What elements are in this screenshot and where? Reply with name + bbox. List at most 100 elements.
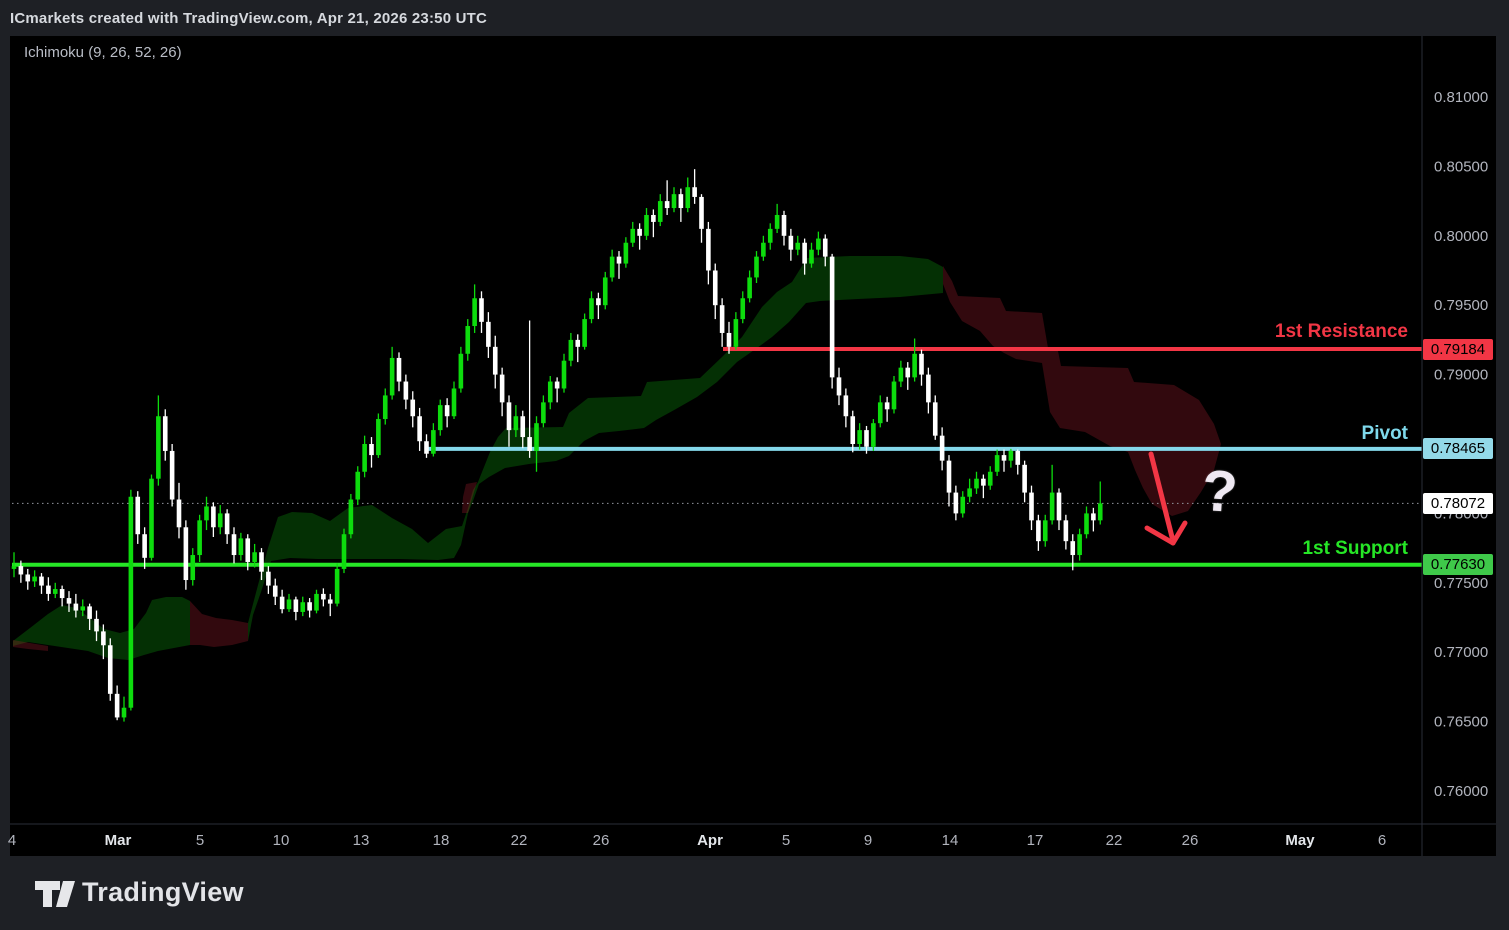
candle-body xyxy=(341,534,347,569)
candle-body xyxy=(211,506,216,528)
candle-body xyxy=(547,381,553,403)
price-tick-label: 0.80500 xyxy=(1434,158,1488,175)
candle-body xyxy=(802,242,807,264)
candle-body xyxy=(637,228,642,236)
time-tick-label: 22 xyxy=(511,832,528,849)
price-tick-label: 0.79500 xyxy=(1434,297,1488,314)
time-tick-label: 13 xyxy=(353,832,370,849)
time-axis[interactable]: 4 Mar 5 10 13 18 22 26 Apr 5 9 14 17 22 26 May 6 xyxy=(8,832,1386,849)
candle-body xyxy=(231,534,237,556)
down-arrow-annotation[interactable] xyxy=(1144,451,1188,546)
candle-body xyxy=(465,326,471,354)
candle-body xyxy=(932,402,938,436)
candle-body xyxy=(809,249,814,264)
candle-body xyxy=(905,367,911,378)
candle-body xyxy=(898,367,904,382)
candle-body xyxy=(1063,520,1069,542)
candle-body xyxy=(850,416,856,444)
candle-body xyxy=(1001,455,1007,461)
time-tick-label: 9 xyxy=(864,832,872,849)
time-tick-label: 10 xyxy=(273,832,290,849)
candle-body xyxy=(252,552,257,562)
candle-body xyxy=(107,645,113,694)
candle-body xyxy=(994,455,1000,472)
candle-body xyxy=(59,589,65,599)
candle-body xyxy=(169,450,175,500)
candle-body xyxy=(355,471,361,500)
time-tick-label: 17 xyxy=(1027,832,1044,849)
time-tick-label: 4 xyxy=(8,832,16,849)
candle-body xyxy=(974,478,979,489)
candle-body xyxy=(479,298,484,322)
candle-body xyxy=(1084,513,1089,535)
candle-body xyxy=(644,214,649,236)
candle-body xyxy=(1077,534,1082,556)
candle-body xyxy=(121,707,127,718)
candle-body xyxy=(128,496,134,708)
price-tick-label: 0.76500 xyxy=(1434,714,1488,731)
candle-body xyxy=(245,538,251,562)
candle-body xyxy=(554,381,560,389)
candle-body xyxy=(1042,520,1048,542)
support-level-label[interactable]: 1st Support xyxy=(1302,538,1408,559)
candle-body xyxy=(334,568,340,604)
candle-body xyxy=(259,552,264,572)
candle-body xyxy=(396,357,402,382)
candle-body xyxy=(719,305,725,333)
candle-body xyxy=(726,332,732,347)
candle-body xyxy=(987,471,993,486)
candle-body xyxy=(190,555,196,581)
candle-body xyxy=(1022,464,1027,493)
resistance-level-label[interactable]: 1st Resistance xyxy=(1274,321,1408,342)
candle-body xyxy=(1015,450,1021,465)
time-tick-label: Mar xyxy=(105,832,132,849)
candle-body xyxy=(946,460,952,493)
candle-body xyxy=(389,357,395,396)
candle-body xyxy=(314,593,319,611)
candle-body xyxy=(431,430,436,454)
candle-body xyxy=(733,319,739,347)
time-tick-label: 5 xyxy=(196,832,204,849)
candle-body xyxy=(1056,492,1062,521)
candle-body xyxy=(369,444,374,456)
candle-body xyxy=(513,416,519,431)
candle-body xyxy=(602,277,608,306)
candle-body xyxy=(286,599,292,610)
tradingview-brand-text[interactable]: TradingView xyxy=(82,877,244,907)
candle-body xyxy=(871,423,876,447)
ichimoku-cloud-bearish xyxy=(190,601,248,647)
candle-body xyxy=(101,631,106,646)
question-mark-annotation[interactable]: ? xyxy=(1199,457,1240,526)
candle-body xyxy=(376,419,381,456)
candle-body xyxy=(279,596,285,610)
candle-body xyxy=(293,599,299,612)
candle-body xyxy=(1097,503,1103,521)
pivot-level-label[interactable]: Pivot xyxy=(1361,423,1408,444)
candle-body xyxy=(884,402,890,410)
candle-body xyxy=(73,603,79,611)
candle-body xyxy=(156,416,161,479)
price-tick-label: 0.77000 xyxy=(1434,644,1488,661)
candle-body xyxy=(788,235,794,250)
candle-body xyxy=(712,270,718,306)
candle-body xyxy=(926,374,931,403)
indicator-label[interactable]: Ichimoku (9, 26, 52, 26) xyxy=(24,44,182,61)
candle-body xyxy=(25,574,31,582)
candle-body xyxy=(630,228,636,243)
time-tick-label: 6 xyxy=(1378,832,1386,849)
tradingview-logo-icon[interactable] xyxy=(34,880,78,913)
candle-body xyxy=(919,353,924,375)
candle-body xyxy=(829,256,835,378)
candle-body xyxy=(114,693,120,718)
candle-body xyxy=(616,256,622,264)
candle-body xyxy=(492,346,498,375)
time-tick-label: 14 xyxy=(942,832,959,849)
candle-body xyxy=(699,196,704,229)
candle-body xyxy=(506,402,512,431)
candlesticks[interactable] xyxy=(11,169,1103,722)
candle-body xyxy=(1091,513,1096,521)
candle-body xyxy=(94,618,99,632)
candle-body xyxy=(444,405,450,417)
chart-background xyxy=(10,36,1496,856)
